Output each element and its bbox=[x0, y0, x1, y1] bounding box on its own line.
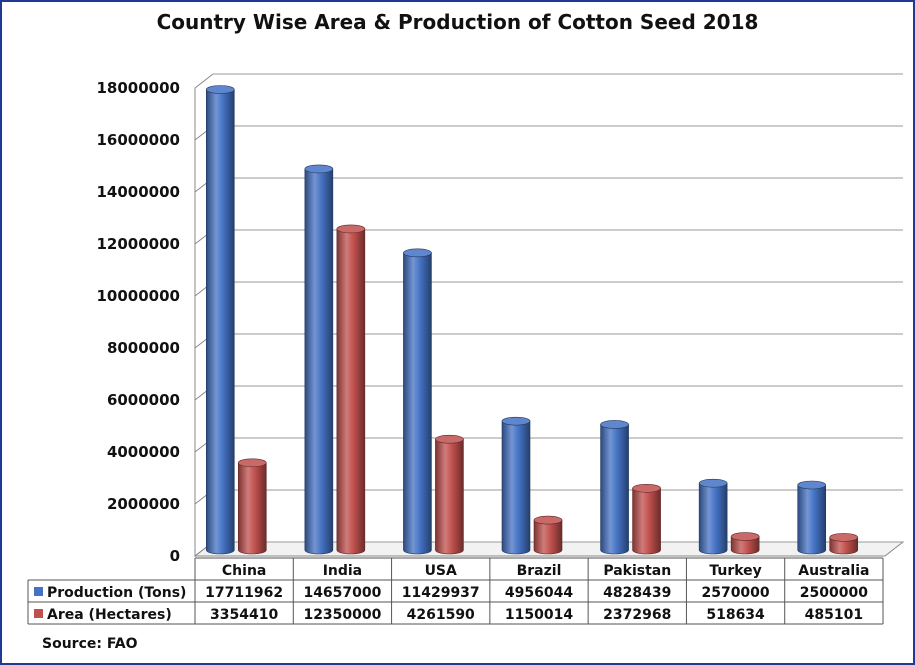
bar-cap-production-turkey bbox=[698, 478, 728, 488]
bar-production-usa bbox=[403, 252, 432, 555]
bar-production-india bbox=[304, 168, 334, 555]
x-category-label: Pakistan bbox=[603, 563, 671, 579]
legend-label: Production (Tons) bbox=[47, 585, 186, 601]
data-label: 4828439 bbox=[603, 585, 671, 601]
bar-cap-area-brazil bbox=[533, 515, 563, 525]
bar-production-australia bbox=[797, 484, 827, 555]
y-tick-label: 0 bbox=[170, 547, 180, 565]
y-tick-label: 14000000 bbox=[97, 183, 181, 201]
y-tick-label: 2000000 bbox=[107, 495, 180, 513]
bar-area-usa bbox=[435, 438, 464, 555]
data-label: 14657000 bbox=[303, 585, 381, 601]
y-tick-label: 18000000 bbox=[97, 79, 181, 97]
bar-production-pakistan bbox=[600, 424, 629, 555]
bar-production-china bbox=[205, 89, 235, 555]
x-category-label: Brazil bbox=[517, 563, 562, 579]
bar-area-pakistan bbox=[632, 488, 661, 555]
y-tick-label: 6000000 bbox=[107, 391, 180, 409]
gridline-depth bbox=[194, 73, 214, 89]
legend-swatch bbox=[34, 609, 43, 618]
bar-cap-production-china bbox=[205, 85, 235, 94]
bar-cap-production-australia bbox=[797, 480, 827, 490]
y-tick-label: 16000000 bbox=[97, 131, 181, 149]
data-label: 4261590 bbox=[407, 607, 475, 623]
bar-cap-area-usa bbox=[435, 434, 464, 444]
legend-label: Area (Hectares) bbox=[47, 607, 172, 623]
data-label: 12350000 bbox=[303, 607, 381, 623]
bar-cap-production-brazil bbox=[501, 416, 531, 426]
bar-cap-area-pakistan bbox=[632, 484, 661, 493]
bar-area-australia bbox=[829, 537, 859, 555]
data-label: 4956044 bbox=[505, 585, 573, 601]
x-category-label: Australia bbox=[798, 563, 869, 579]
bar-cap-area-india bbox=[336, 224, 366, 234]
data-label: 3354410 bbox=[210, 607, 278, 623]
y-tick-label: 4000000 bbox=[107, 443, 180, 461]
bar-cap-area-china bbox=[237, 458, 267, 468]
source-note: Source: FAO bbox=[42, 636, 138, 652]
data-label: 11429937 bbox=[402, 585, 480, 601]
bar-production-turkey bbox=[698, 482, 728, 555]
y-tick-label: 8000000 bbox=[107, 339, 180, 357]
bar-cap-production-pakistan bbox=[600, 420, 629, 429]
x-category-label: Turkey bbox=[709, 563, 761, 579]
x-category-label: China bbox=[222, 563, 266, 579]
data-label: 2372968 bbox=[603, 607, 671, 623]
bar-area-brazil bbox=[533, 519, 563, 555]
bar-area-china bbox=[237, 462, 267, 555]
x-category-label: USA bbox=[425, 563, 457, 579]
bar-cap-area-turkey bbox=[730, 532, 760, 541]
bar-cap-production-india bbox=[304, 164, 334, 174]
x-category-label: India bbox=[323, 563, 362, 579]
data-label: 1150014 bbox=[505, 607, 573, 623]
y-tick-label: 10000000 bbox=[97, 287, 181, 305]
bar-cap-area-australia bbox=[829, 533, 859, 542]
bar-area-india bbox=[336, 228, 366, 555]
legend-swatch bbox=[34, 587, 43, 596]
bar-cap-production-usa bbox=[403, 248, 432, 258]
data-label: 485101 bbox=[805, 607, 863, 623]
data-label: 518634 bbox=[706, 607, 765, 623]
chart-title: Country Wise Area & Production of Cotton… bbox=[156, 10, 759, 34]
data-label: 2570000 bbox=[701, 585, 769, 601]
data-label: 2500000 bbox=[800, 585, 868, 601]
bar-area-turkey bbox=[730, 536, 760, 555]
bar-production-brazil bbox=[501, 420, 531, 555]
data-label: 17711962 bbox=[205, 585, 283, 601]
y-tick-label: 12000000 bbox=[97, 235, 181, 253]
